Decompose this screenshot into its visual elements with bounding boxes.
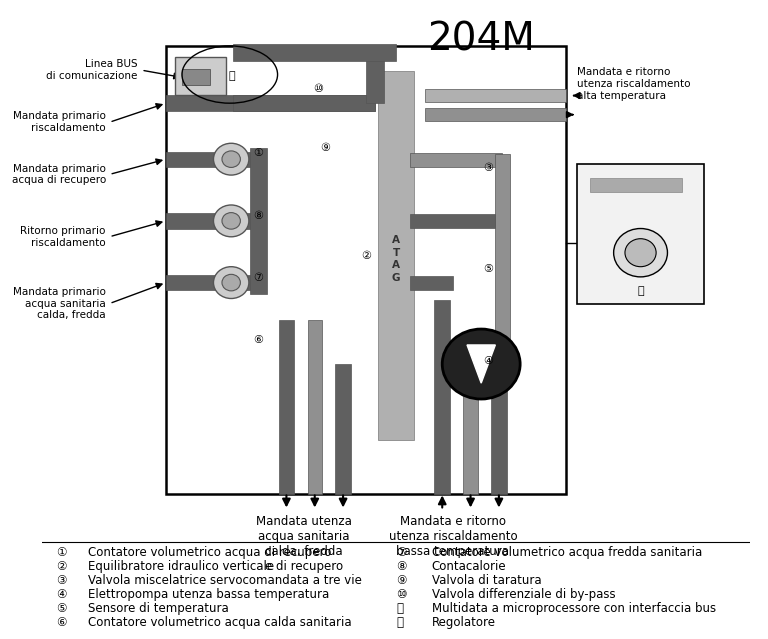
Bar: [590, 178, 682, 192]
Text: Regolatore: Regolatore: [432, 616, 495, 629]
Text: ⑨: ⑨: [396, 574, 407, 587]
Circle shape: [214, 143, 249, 175]
Text: ⑧: ⑧: [396, 560, 407, 573]
Bar: [336, 364, 351, 495]
Text: Multidata a microprocessore con interfaccia bus: Multidata a microprocessore con interfac…: [432, 602, 716, 615]
Text: Mandata e ritorno
utenza riscaldamento
bassa temperatura: Mandata e ritorno utenza riscaldamento b…: [389, 516, 517, 558]
Bar: [410, 214, 495, 228]
Bar: [233, 44, 396, 61]
Text: ⑦: ⑦: [253, 273, 263, 283]
Circle shape: [614, 229, 667, 277]
Circle shape: [442, 329, 520, 399]
Text: ⑥: ⑥: [253, 335, 263, 345]
Text: Linea BUS
di comunicazione: Linea BUS di comunicazione: [46, 59, 137, 81]
Bar: [410, 275, 453, 289]
Bar: [250, 148, 266, 294]
Text: ④: ④: [483, 356, 493, 366]
Text: ⑪: ⑪: [229, 72, 235, 81]
Bar: [166, 213, 254, 229]
Text: ⑦: ⑦: [396, 546, 407, 559]
Text: Contacalorie: Contacalorie: [432, 560, 506, 573]
Text: ③: ③: [56, 574, 67, 587]
Bar: [463, 345, 478, 495]
Text: ⑥: ⑥: [56, 616, 67, 629]
Circle shape: [222, 213, 240, 229]
Text: Contatore volumetrico acqua di recupero: Contatore volumetrico acqua di recupero: [88, 546, 332, 559]
Text: Mandata primario
acqua di recupero: Mandata primario acqua di recupero: [12, 164, 106, 185]
Circle shape: [214, 266, 249, 298]
Bar: [425, 108, 566, 121]
Text: ①: ①: [56, 546, 67, 559]
Bar: [166, 151, 254, 167]
Polygon shape: [467, 345, 495, 383]
Bar: [279, 320, 294, 495]
Text: ⑤: ⑤: [56, 602, 67, 615]
FancyBboxPatch shape: [577, 164, 704, 304]
Bar: [491, 345, 507, 495]
Bar: [379, 72, 414, 440]
Circle shape: [625, 239, 656, 266]
Text: ⑧: ⑧: [253, 211, 263, 221]
Bar: [166, 275, 254, 290]
Bar: [233, 95, 375, 111]
Text: 204M: 204M: [427, 20, 535, 59]
Text: ⑤: ⑤: [483, 264, 493, 273]
Bar: [495, 154, 510, 358]
Text: ⑨: ⑨: [320, 142, 330, 153]
Text: Contatore volumetrico acqua fredda sanitaria: Contatore volumetrico acqua fredda sanit…: [432, 546, 702, 559]
Text: Elettropompa utenza bassa temperatura: Elettropompa utenza bassa temperatura: [88, 588, 329, 601]
Text: A
T
A
G: A T A G: [392, 235, 400, 282]
Text: ②: ②: [362, 251, 372, 261]
Text: ⑩: ⑩: [313, 84, 323, 94]
Bar: [435, 300, 450, 495]
FancyBboxPatch shape: [166, 46, 566, 495]
Bar: [166, 95, 375, 111]
FancyBboxPatch shape: [175, 58, 227, 95]
Text: Contatore volumetrico acqua calda sanitaria: Contatore volumetrico acqua calda sanita…: [88, 616, 352, 629]
Text: ④: ④: [56, 588, 67, 601]
Text: ⑪: ⑪: [396, 602, 403, 615]
Circle shape: [214, 205, 249, 237]
Text: Equilibratore idraulico verticale: Equilibratore idraulico verticale: [88, 560, 274, 573]
Text: Valvola miscelatrice servocomandata a tre vie: Valvola miscelatrice servocomandata a tr…: [88, 574, 362, 587]
Text: Mandata e ritorno
utenza riscaldamento
alta temperatura: Mandata e ritorno utenza riscaldamento a…: [577, 68, 690, 101]
Text: Ritorno primario
riscaldamento: Ritorno primario riscaldamento: [21, 226, 106, 247]
Circle shape: [222, 274, 240, 291]
Circle shape: [222, 151, 240, 167]
Text: ③: ③: [483, 163, 493, 173]
Text: ⑫: ⑫: [637, 286, 644, 296]
Text: Valvola differenziale di by-pass: Valvola differenziale di by-pass: [432, 588, 615, 601]
Text: Mandata primario
riscaldamento: Mandata primario riscaldamento: [13, 111, 106, 133]
Bar: [366, 52, 384, 103]
Text: ⑩: ⑩: [396, 588, 407, 601]
Text: Mandata utenza
acqua sanitaria
calda, fredda
e di recupero: Mandata utenza acqua sanitaria calda, fr…: [257, 516, 352, 573]
Text: Mandata primario
acqua sanitaria
calda, fredda: Mandata primario acqua sanitaria calda, …: [13, 287, 106, 320]
Text: ⑫: ⑫: [396, 616, 403, 629]
Text: ①: ①: [253, 148, 263, 158]
Bar: [181, 70, 210, 86]
Bar: [308, 320, 322, 495]
Bar: [425, 89, 566, 102]
Text: Sensore di temperatura: Sensore di temperatura: [88, 602, 229, 615]
Bar: [410, 153, 502, 167]
Text: Valvola di taratura: Valvola di taratura: [432, 574, 541, 587]
Text: ②: ②: [56, 560, 67, 573]
